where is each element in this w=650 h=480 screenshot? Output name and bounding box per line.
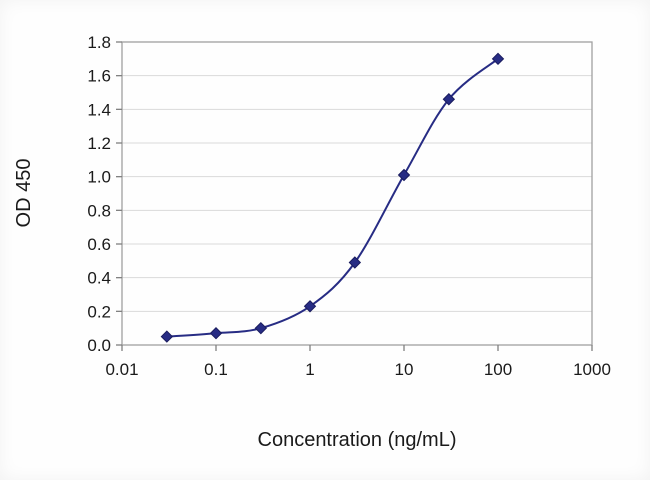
svg-text:1.4: 1.4 [87,100,111,119]
svg-text:0.8: 0.8 [87,201,111,220]
svg-text:1.6: 1.6 [87,67,111,86]
y-axis-title: OD 450 [13,159,35,228]
svg-text:1.2: 1.2 [87,134,111,153]
svg-text:0.0: 0.0 [87,336,111,355]
svg-text:1.0: 1.0 [87,168,111,187]
svg-text:1: 1 [305,360,314,379]
svg-text:0.6: 0.6 [87,235,111,254]
svg-text:0.1: 0.1 [204,360,228,379]
svg-text:0.4: 0.4 [87,269,111,288]
svg-text:0.2: 0.2 [87,302,111,321]
svg-text:1000: 1000 [573,360,611,379]
x-axis-title: Concentration (ng/mL) [258,429,457,451]
svg-text:10: 10 [395,360,414,379]
svg-text:0.01: 0.01 [105,360,138,379]
svg-text:100: 100 [484,360,512,379]
svg-text:1.8: 1.8 [87,33,111,52]
plot-area: 0.0 0.2 0.4 0.6 0.8 1.0 1.2 1.4 1.6 1.8 0.01 0.1 1 10… [87,33,611,379]
